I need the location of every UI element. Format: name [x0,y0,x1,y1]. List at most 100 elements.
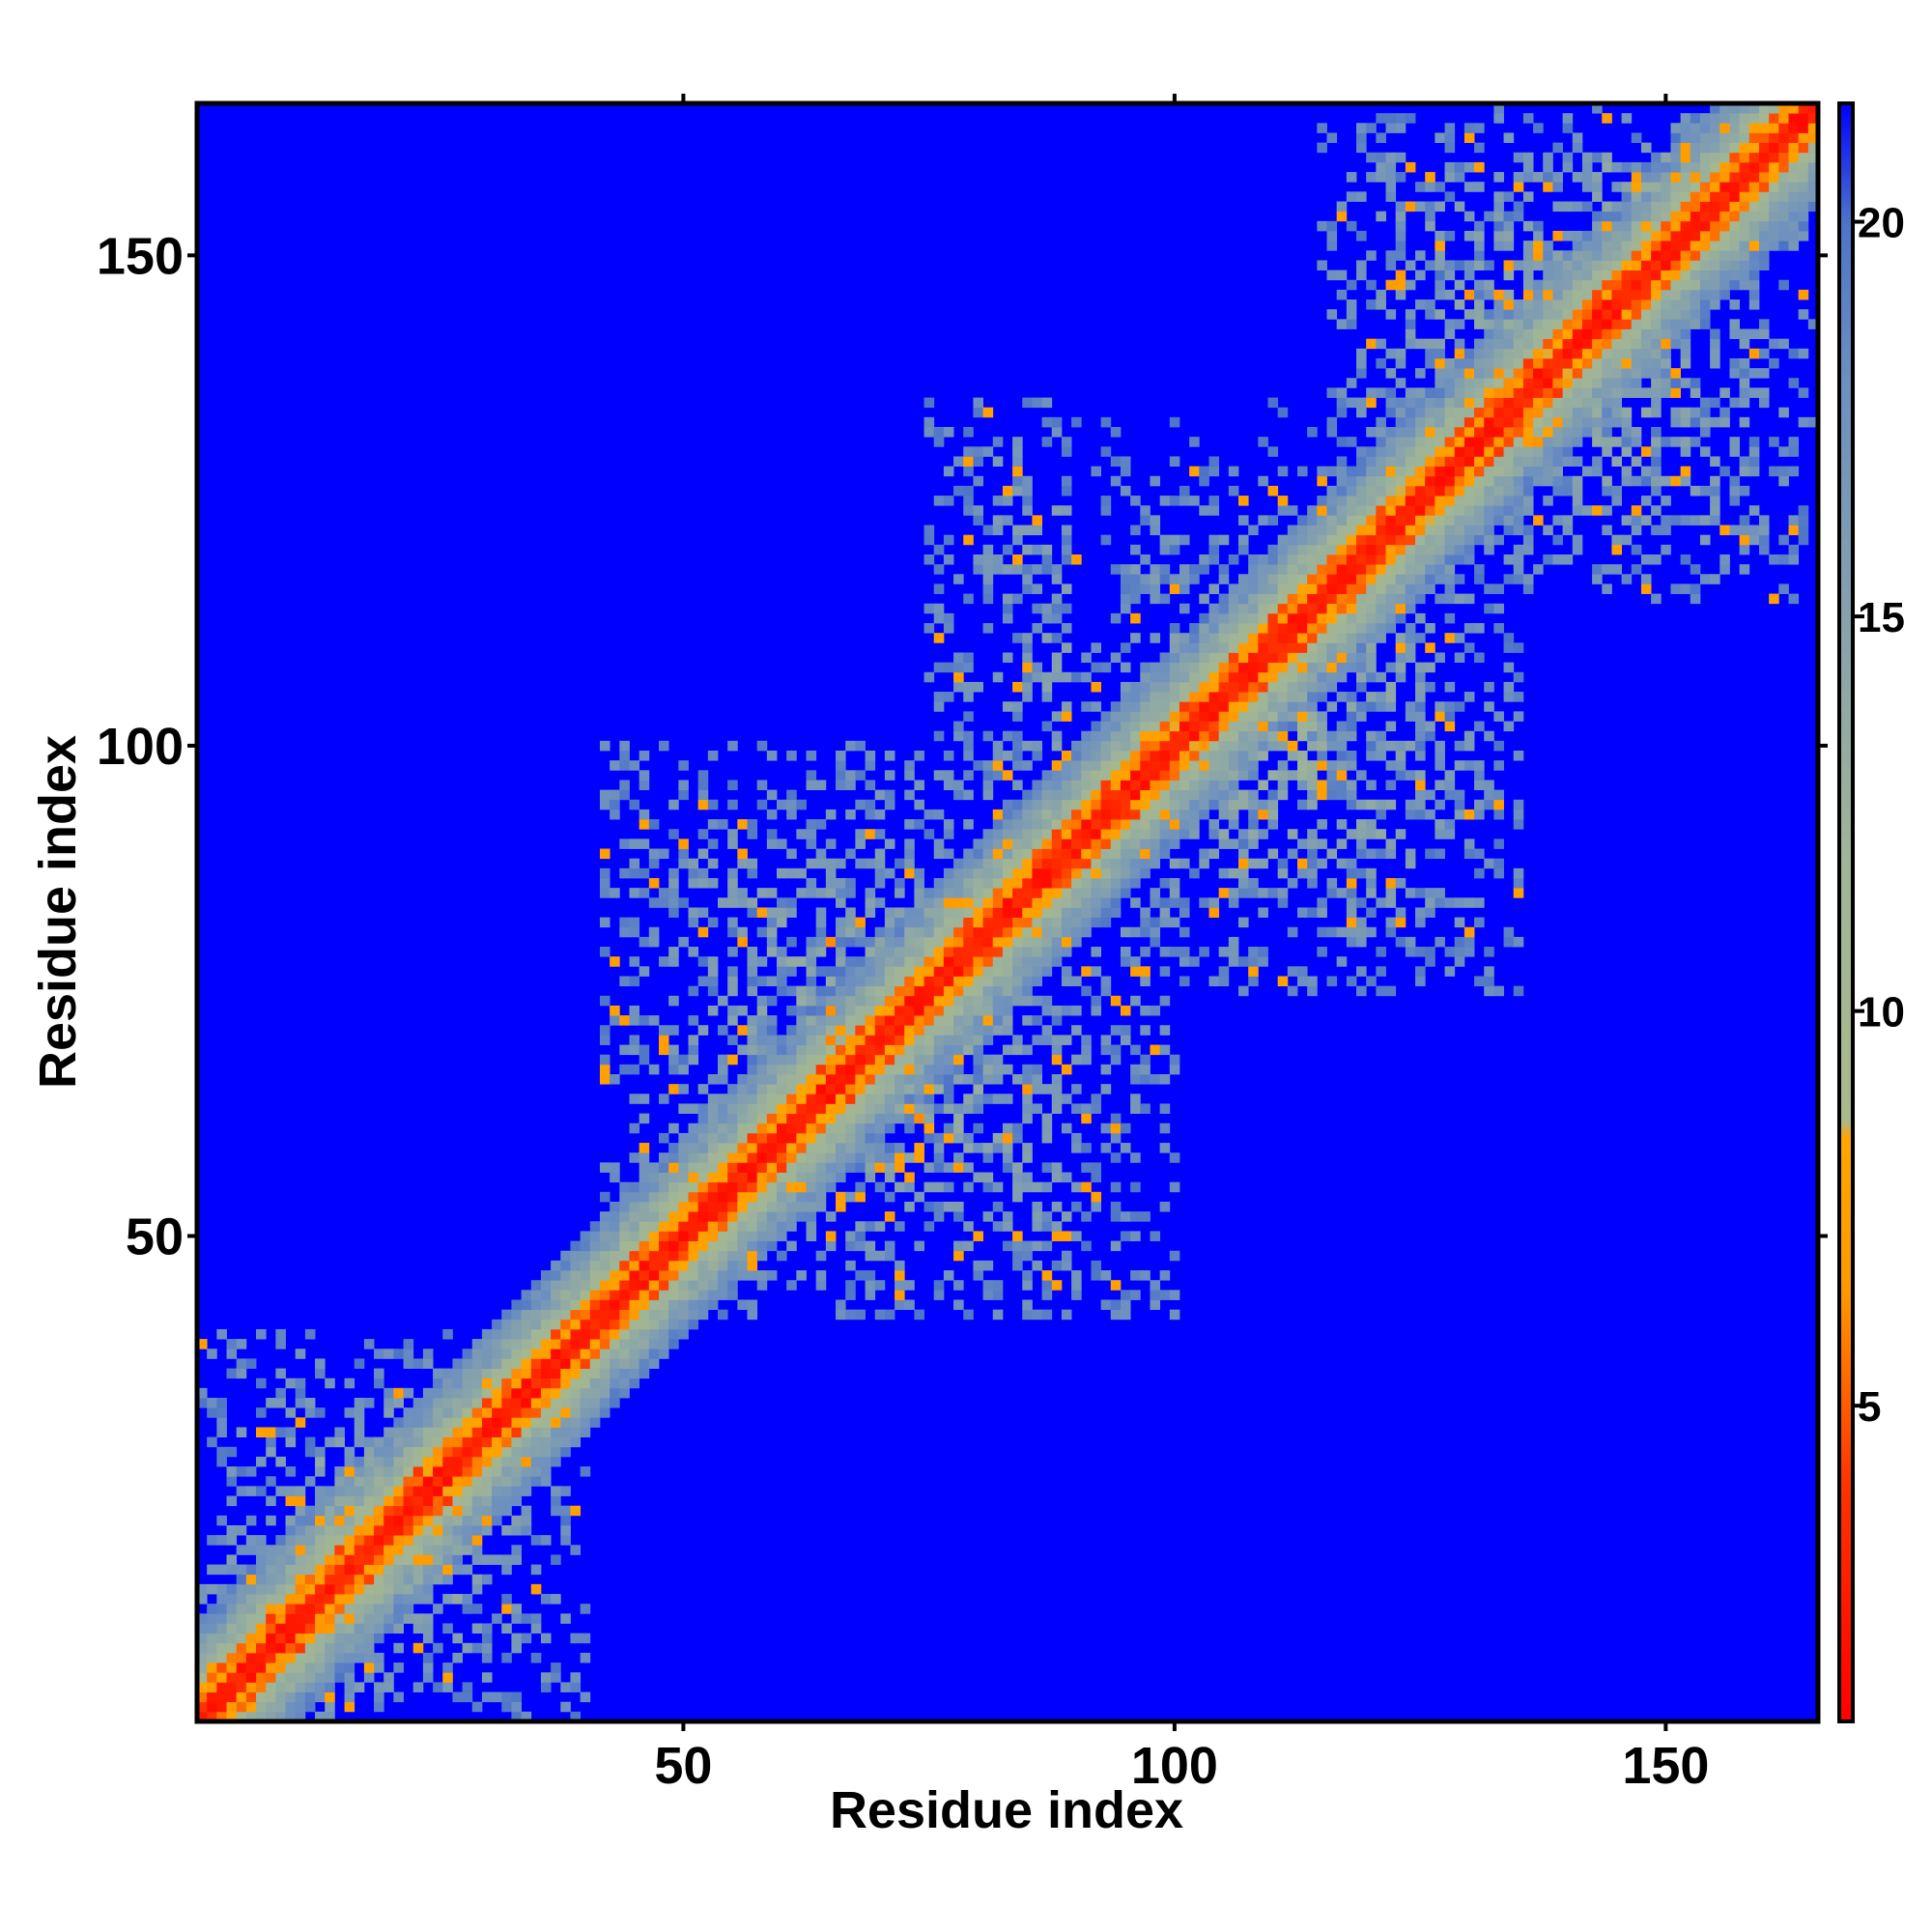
heatmap-cell [1317,260,1327,270]
heatmap-cell [452,1398,463,1408]
heatmap-cell [1012,956,1023,967]
heatmap-cell [422,1554,434,1565]
heatmap-cell [344,1378,355,1389]
heatmap-cell [943,623,954,634]
heatmap-cell [1336,515,1348,526]
heatmap-cell [1002,936,1013,948]
heatmap-cell [953,1025,964,1036]
heatmap-cell [1041,926,1053,938]
heatmap-cell [422,1398,434,1408]
heatmap-cell [884,1025,895,1036]
heatmap-cell [1041,1270,1053,1281]
heatmap-cell [540,1446,552,1458]
heatmap-cell [1237,574,1249,584]
heatmap-cell [1169,1054,1180,1065]
heatmap-cell [245,1486,257,1496]
heatmap-cell [481,1642,493,1654]
heatmap-cell [639,1368,650,1379]
heatmap-cell [1493,858,1504,869]
heatmap-cell [1237,789,1249,801]
heatmap-cell [344,1564,355,1576]
heatmap-cell [1061,888,1072,898]
heatmap-cell [953,1044,964,1056]
heatmap-cell [992,1005,1004,1016]
heatmap-cell [275,1387,286,1399]
heatmap-cell [1267,544,1279,555]
heatmap-cell [777,1122,787,1134]
heatmap-cell [1140,671,1151,683]
heatmap-cell [295,1604,306,1614]
heatmap-cell [933,1005,945,1016]
heatmap-cell [1032,976,1042,987]
heatmap-cell [1493,220,1504,232]
heatmap-cell [1395,437,1406,447]
heatmap-cell [216,1682,227,1692]
heatmap-cell [1051,652,1063,664]
heatmap-cell [1091,877,1102,889]
heatmap-cell [1032,936,1042,948]
heatmap-cell [236,1574,247,1585]
heatmap-cell [1208,623,1220,634]
heatmap-cell [874,1221,886,1232]
heatmap-cell [806,985,817,997]
heatmap-cell [216,1662,227,1673]
heatmap-cell [836,1162,846,1173]
heatmap-cell [933,848,945,860]
heatmap-cell [1237,760,1249,771]
heatmap-cell [226,1642,238,1654]
heatmap-cell [207,1398,217,1408]
heatmap-cell [1297,534,1308,546]
heatmap-cell [836,1015,846,1026]
heatmap-cell [923,554,935,565]
heatmap-cell [973,1143,983,1153]
heatmap-cell [1307,662,1318,673]
heatmap-cell [865,799,876,810]
heatmap-cell [1169,662,1180,673]
heatmap-cell [1022,1015,1033,1026]
heatmap-cell [570,1417,582,1428]
heatmap-cell [865,1162,876,1173]
heatmap-cell [422,1633,434,1644]
heatmap-cell [1169,416,1180,428]
heatmap-cell [304,1642,316,1654]
heatmap-cell [1336,485,1348,497]
heatmap-cell [1120,751,1131,761]
heatmap-cell [1130,593,1141,605]
heatmap-cell [501,1652,512,1663]
heatmap-cell [943,897,954,908]
heatmap-cell [973,681,983,693]
heatmap-cell [216,1417,227,1428]
heatmap-cell [1326,416,1338,428]
heatmap-cell [530,1613,542,1624]
heatmap-cell [589,1240,601,1252]
heatmap-cell [197,1652,208,1663]
heatmap-cell [1130,583,1141,594]
heatmap-cell [1405,603,1416,614]
heatmap-cell [933,888,945,898]
heatmap-cell [1435,132,1445,143]
heatmap-cell [1454,357,1465,369]
heatmap-cell [1463,387,1475,398]
heatmap-cell [766,1113,778,1124]
heatmap-cell [1513,505,1524,516]
heatmap-cell [1463,525,1475,536]
heatmap-cell [1120,456,1131,467]
heatmap-cell [1425,387,1435,398]
heatmap-cell [992,947,1004,957]
heatmap-cell [1110,1201,1122,1212]
heatmap-cell [1484,976,1494,987]
heatmap-cell [973,1044,983,1056]
heatmap-cell [462,1682,473,1692]
heatmap-cell [727,917,738,928]
heatmap-cell [1336,780,1348,790]
heatmap-cell [1503,505,1515,516]
heatmap-cell [629,1201,640,1212]
heatmap-cell [1150,515,1161,526]
heatmap-cell [688,1152,699,1163]
heatmap-cell [1376,799,1386,810]
heatmap-cell [1395,289,1406,300]
heatmap-cell [1346,926,1357,938]
heatmap-cell [1287,554,1298,565]
heatmap-cell [599,917,611,928]
heatmap-cell [1336,692,1348,702]
